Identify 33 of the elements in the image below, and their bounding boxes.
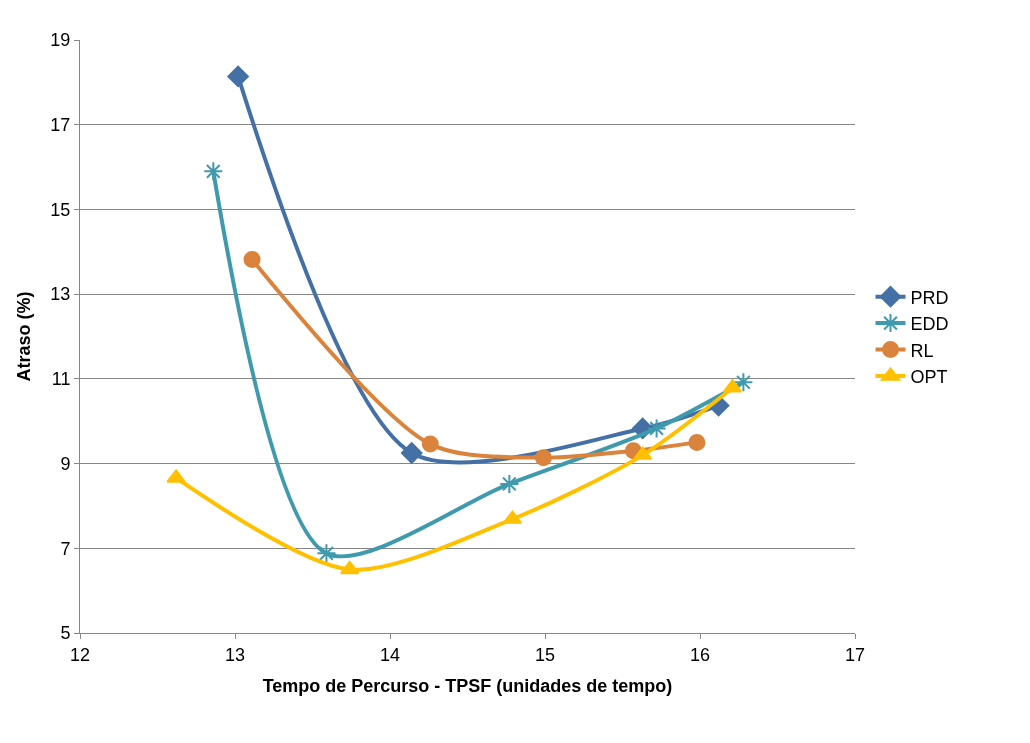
y-tick-label: 7 bbox=[60, 538, 71, 559]
point bbox=[534, 449, 552, 467]
y-tick-label: 13 bbox=[50, 284, 71, 305]
legend-label: OPT bbox=[910, 366, 948, 387]
point bbox=[499, 473, 520, 494]
point bbox=[421, 435, 439, 453]
point bbox=[227, 65, 249, 88]
point bbox=[243, 250, 261, 268]
point bbox=[733, 372, 754, 393]
x-axis-title: Tempo de Percurso - TPSF (unidades de tempo) bbox=[262, 675, 673, 696]
point bbox=[340, 560, 360, 575]
x-tick-label: 14 bbox=[379, 644, 401, 665]
y-tick-label: 19 bbox=[50, 30, 71, 51]
point bbox=[203, 161, 224, 182]
point bbox=[688, 433, 706, 451]
y-axis-title: Atraso (%) bbox=[13, 291, 34, 382]
legend-label: PRD bbox=[910, 287, 949, 308]
point bbox=[646, 418, 667, 439]
y-tick-label: 5 bbox=[60, 623, 71, 644]
y-tick-label: 11 bbox=[51, 369, 71, 390]
point bbox=[400, 442, 423, 464]
x-tick-label: 17 bbox=[844, 644, 866, 665]
point bbox=[166, 469, 186, 483]
y-tick-label: 9 bbox=[60, 453, 71, 474]
point bbox=[316, 543, 337, 564]
x-tick-label: 15 bbox=[534, 644, 556, 665]
x-tick-label: 13 bbox=[224, 644, 246, 665]
legend-label: EDD bbox=[910, 314, 949, 335]
x-tick-label: 16 bbox=[689, 644, 711, 665]
x-tick-label: 12 bbox=[69, 644, 91, 665]
y-tick-label: 17 bbox=[50, 115, 71, 136]
y-tick-label: 15 bbox=[50, 199, 71, 220]
legend-label: RL bbox=[910, 340, 934, 361]
